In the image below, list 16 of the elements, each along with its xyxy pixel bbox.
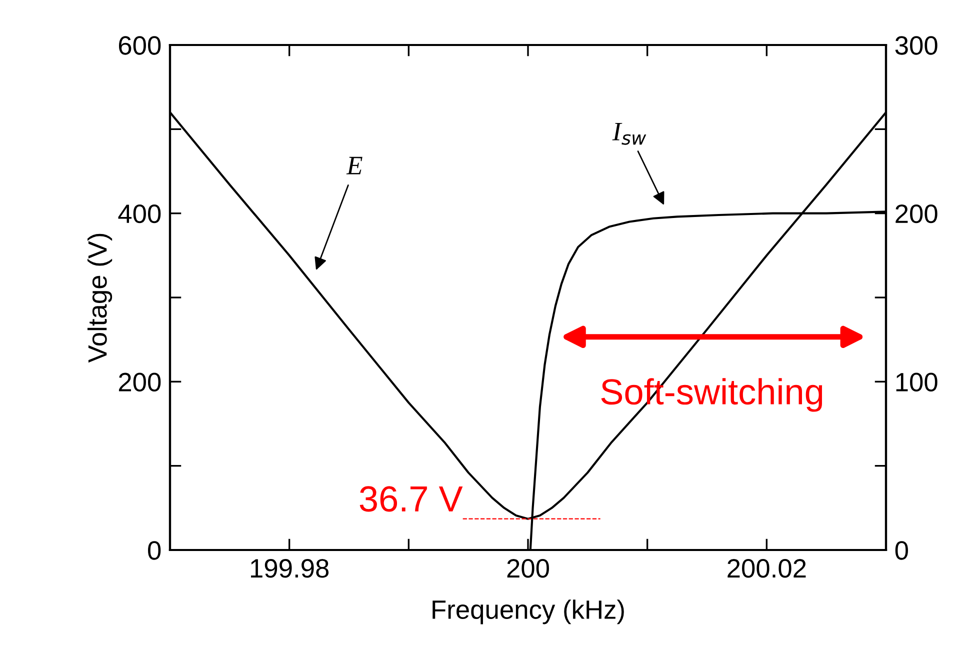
y-axis-title: Voltage (V) (87, 234, 112, 363)
annotation: 36.7 V (360, 486, 463, 512)
x-tick-label: 200 (507, 559, 549, 578)
annotation: E (346, 156, 362, 174)
annotation: I$_{sw}$ (612, 122, 646, 145)
x-tick-label: 199.98 (250, 559, 329, 578)
y-tick-label: 400 (118, 204, 161, 224)
y2-tick-label: 300 (895, 36, 938, 55)
y-tick-label: 200 (118, 372, 161, 392)
y2-tick-label: 200 (896, 204, 938, 224)
y-tick-label: 600 (118, 36, 161, 55)
y2-tick-label: 100 (896, 372, 938, 392)
x-tick-label: 200.02 (728, 559, 806, 578)
x-axis-title: Frequency (kHz) (432, 600, 624, 624)
y2-tick-label: 0 (895, 541, 908, 560)
y-tick-label: 0 (148, 541, 161, 560)
